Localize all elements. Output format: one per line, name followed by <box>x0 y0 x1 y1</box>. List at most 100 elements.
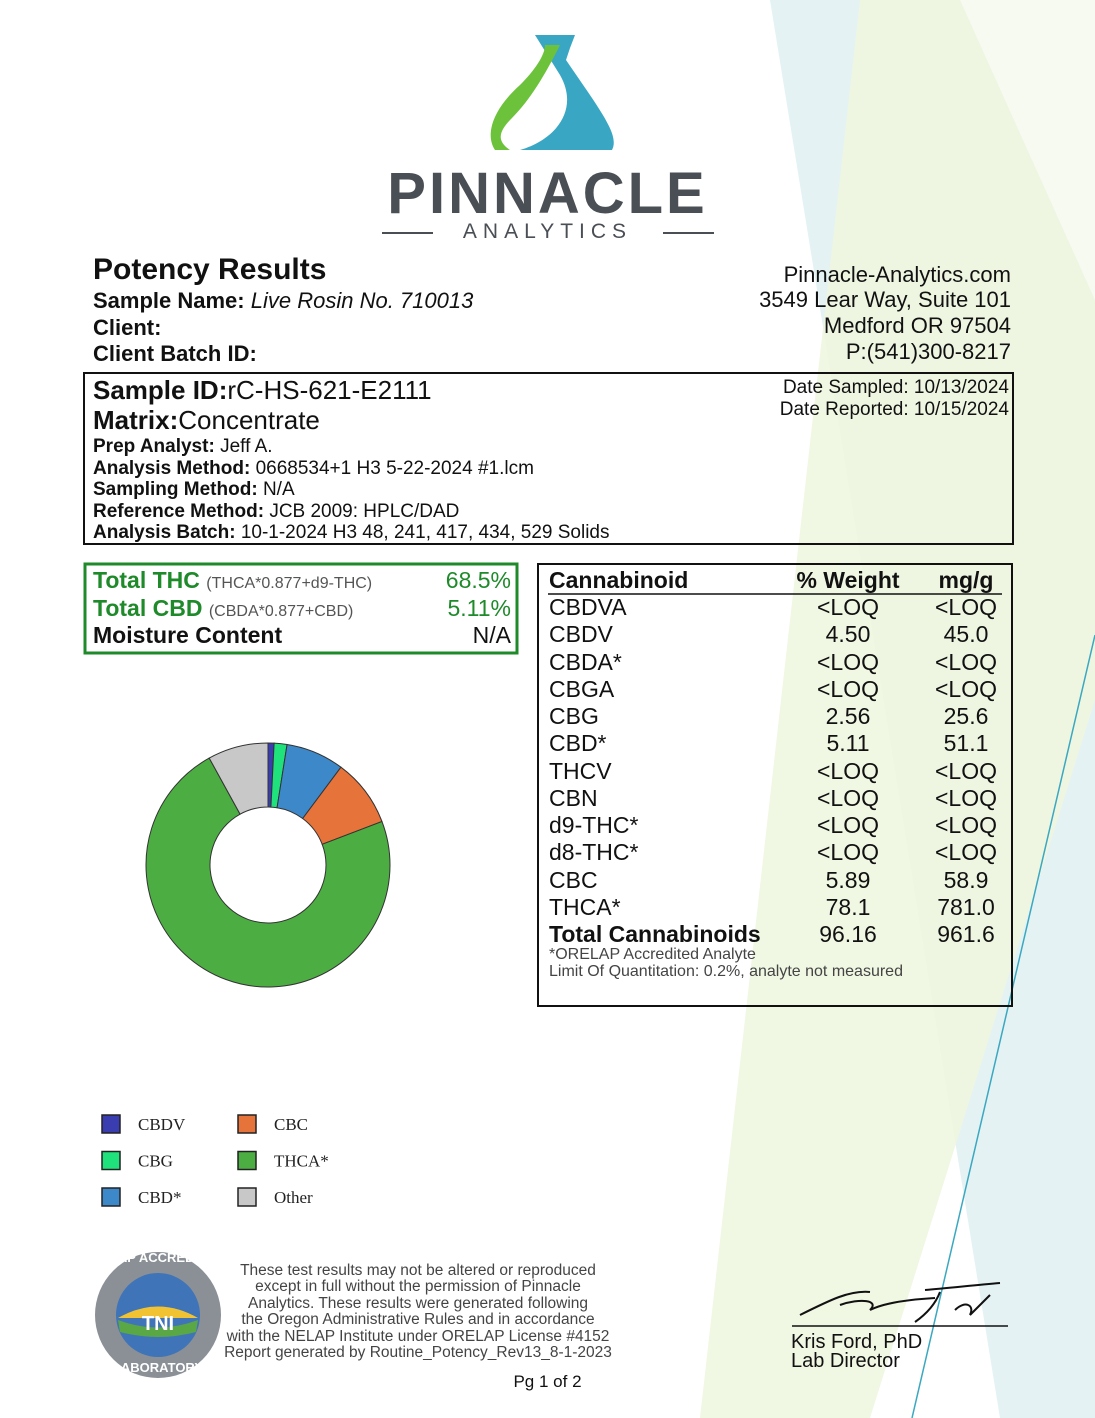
seal-sun <box>118 1306 198 1318</box>
legend-label: CBD* <box>138 1188 181 1207</box>
value: 10-1-2024 H3 48, 241, 417, 434, 529 Soli… <box>240 522 610 543</box>
table-cell: CBG <box>549 703 599 729</box>
legend-label: CBG <box>138 1152 173 1171</box>
table-cell: 25.6 <box>943 703 989 729</box>
summary-box <box>83 562 519 655</box>
table-note: *ORELAP Accredited Analyte <box>549 946 756 963</box>
legend-swatch <box>237 1114 257 1134</box>
field-line: Analysis Batch: 10-1-2024 H3 48, 241, 41… <box>93 522 610 544</box>
bg-band-green <box>700 0 1095 1418</box>
date-line: Date Sampled: 10/13/2024 <box>783 377 1009 399</box>
slice <box>145 757 391 988</box>
table-cell: THCV <box>549 757 612 784</box>
logo-flask-blue <box>520 35 614 150</box>
table-cell: 51.1 <box>943 730 989 757</box>
summary-label: Total THC <box>93 567 200 593</box>
seal-center-text: TNI <box>142 1313 174 1335</box>
report-title: Potency Results <box>93 253 327 286</box>
table-cell: CBDA* <box>549 648 622 675</box>
label: Sample ID: <box>93 375 228 405</box>
table-cell: 45.0 <box>943 621 989 648</box>
value: N/A <box>262 479 295 500</box>
table-cell: 4.50 <box>825 621 871 648</box>
label: Date Reported: <box>779 399 909 420</box>
table-cell: <LOQ <box>934 675 997 702</box>
table-cell: 78.1 <box>825 893 871 920</box>
legend-label: THCA* <box>274 1152 329 1171</box>
legend-label: CBC <box>274 1115 308 1134</box>
legend-swatch <box>101 1187 121 1207</box>
table-cell: 58.9 <box>943 866 989 893</box>
label: Prep Analyst: <box>93 436 215 457</box>
legend-label: Other <box>274 1188 313 1207</box>
disclaimer-line: with the NELAP Institute under ORELAP Li… <box>226 1327 610 1345</box>
seal-grass <box>118 1320 198 1337</box>
table-cell: <LOQ <box>934 648 997 675</box>
table-cell: <LOQ <box>816 757 879 784</box>
label: Client Batch ID: <box>93 341 257 366</box>
label: Client: <box>93 315 162 340</box>
summary-row: Moisture Content <box>93 622 282 649</box>
legend: CBDV CBG CBD* CBC THCA* Other <box>101 1114 329 1207</box>
seal-top: NELAP ACCREDITED <box>92 1250 224 1265</box>
label: Analysis Method: <box>93 457 251 479</box>
summary-value: 5.11% <box>447 594 511 621</box>
table-total: Total Cannabinoids <box>549 921 761 947</box>
table-total: 961.6 <box>937 921 995 947</box>
table-cell: CBC <box>549 866 598 893</box>
logo-sub: ANALYTICS <box>462 220 633 243</box>
table-header: Cannabinoid <box>549 567 689 593</box>
lab-website: Pinnacle-Analytics.com <box>783 262 1011 287</box>
label: Matrix: <box>93 405 179 435</box>
table-cell: <LOQ <box>816 784 879 811</box>
summary-label: Total CBD <box>93 594 203 621</box>
table-cell: CBDVA <box>549 594 627 620</box>
table-cell: d9-THC* <box>549 812 639 838</box>
table-cell: CBDV <box>549 621 613 648</box>
legend-swatch <box>237 1187 257 1207</box>
table-cell: CBGA <box>549 675 615 702</box>
label: Date Sampled: <box>782 377 909 398</box>
lab-address: Medford OR 97504 <box>823 313 1011 338</box>
table-cell: 5.11 <box>826 730 870 757</box>
label: Sample Name: <box>93 288 245 313</box>
table-cell: <LOQ <box>816 648 879 675</box>
disclaimer-line: Analytics. These results were generated … <box>247 1294 589 1312</box>
lab-phone: P:(541)300-8217 <box>845 339 1011 364</box>
sample-id: rC-HS-621-E2111 <box>227 375 432 405</box>
disclaimer-line: Report generated by Routine_Potency_Rev1… <box>224 1344 612 1361</box>
seal-bottom: LABORATORY <box>113 1360 203 1375</box>
field-line: Sampling Method: N/A <box>93 479 295 501</box>
table-box <box>537 563 1013 1007</box>
summary-value: 68.5% <box>445 567 511 593</box>
value: Jeff A. <box>220 436 273 457</box>
value: 10/13/2024 <box>913 377 1009 398</box>
sample-name-line: Sample Name: Live Rosin No. 710013 <box>93 288 473 314</box>
table-header: % Weight <box>796 567 900 593</box>
disclaimer-line: These test results may not be altered or… <box>240 1262 596 1279</box>
page-number: Pg 1 of 2 <box>513 1372 582 1391</box>
table-cell: d8-THC* <box>549 839 639 866</box>
table-cell: CBD* <box>549 730 607 757</box>
sample-id-line: Sample ID:rC-HS-621-E2111 <box>93 375 432 406</box>
table-cell: 781.0 <box>937 893 995 920</box>
legend-label: CBDV <box>138 1115 186 1134</box>
bg-band-light <box>960 0 1095 300</box>
matrix: Concentrate <box>178 405 320 435</box>
table-cell: CBN <box>549 784 598 811</box>
logo-flask-green <box>490 45 560 150</box>
table-note: Limit Of Quantitation: 0.2%, analyte not… <box>549 963 903 980</box>
disclaimer-line: except in full without the permission of… <box>255 1278 581 1296</box>
disclaimer-line: the Oregon Administrative Rules and in a… <box>241 1311 595 1329</box>
label: Analysis Batch: <box>93 522 236 543</box>
value: JCB 2009: HPLC/DAD <box>269 500 460 522</box>
table-cell: <LOQ <box>934 594 997 620</box>
table-cell: 5.89 <box>825 866 871 893</box>
summary-value: N/A <box>472 622 511 648</box>
summary-label: Moisture Content <box>93 622 283 648</box>
legend-swatch <box>101 1150 121 1171</box>
signer: Kris Ford, PhD <box>791 1331 923 1353</box>
summary-row: Total CBD (CBDA*0.877+CBD) <box>93 595 353 622</box>
